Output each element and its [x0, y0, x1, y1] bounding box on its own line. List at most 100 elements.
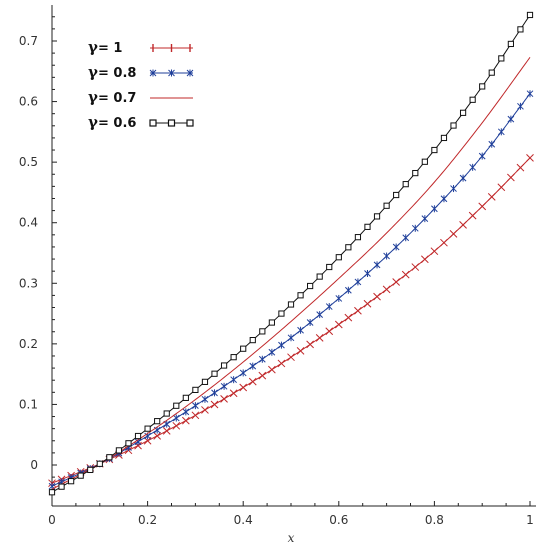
legend-item: γ = 0.8 — [88, 63, 194, 81]
data-point — [526, 90, 534, 98]
y-tick-label: 0.4 — [19, 216, 38, 230]
data-point — [345, 286, 352, 294]
y-tick-label: 0.2 — [19, 337, 38, 351]
data-point — [526, 11, 534, 19]
x-tick-label: 0.6 — [329, 513, 348, 527]
data-point — [220, 395, 228, 403]
data-point — [259, 328, 266, 335]
data-point — [316, 273, 323, 280]
data-point — [249, 362, 257, 370]
data-point — [326, 263, 333, 271]
data-point — [478, 152, 486, 160]
data-point — [431, 146, 438, 154]
legend-label: = 0.6 — [98, 116, 136, 131]
series-3 — [51, 57, 531, 490]
data-point — [411, 263, 420, 271]
data-point — [115, 447, 123, 454]
data-point — [168, 69, 175, 77]
data-point — [440, 238, 448, 247]
data-point — [201, 395, 209, 403]
data-point — [344, 313, 353, 322]
data-point — [258, 355, 266, 363]
data-point — [420, 255, 429, 264]
data-point — [488, 140, 496, 148]
series-line — [51, 157, 531, 484]
data-point — [335, 254, 342, 261]
data-point — [240, 345, 247, 352]
data-point — [154, 418, 161, 425]
data-point — [382, 285, 391, 294]
data-point — [468, 211, 477, 220]
data-point — [278, 310, 285, 317]
data-point — [230, 354, 237, 361]
data-point — [297, 292, 304, 299]
legend-label: = 1 — [98, 41, 122, 56]
data-point — [144, 425, 151, 432]
data-point — [229, 389, 238, 398]
data-point — [334, 320, 343, 329]
data-point — [478, 202, 487, 211]
data-point — [383, 202, 390, 209]
data-point — [516, 163, 525, 172]
data-point — [354, 306, 362, 315]
data-point — [373, 261, 381, 269]
legend-marker — [149, 119, 157, 127]
data-point — [383, 252, 390, 260]
y-axis-ticks: 0 0.1 0.2 0.3 0.4 0.5 0.6 0.7 — [19, 16, 57, 490]
y-tick-label: 0.3 — [19, 276, 38, 290]
data-point — [315, 333, 324, 342]
data-point — [325, 303, 333, 311]
data-point — [393, 191, 400, 199]
data-point — [211, 389, 218, 397]
data-point — [58, 483, 65, 490]
data-point — [191, 411, 200, 420]
data-point — [392, 243, 400, 251]
data-point — [181, 416, 190, 425]
legend-item: γ = 0.6 — [88, 113, 194, 131]
y-tick-label: 0.7 — [19, 34, 38, 48]
legend-marker — [186, 119, 194, 127]
data-point — [287, 301, 295, 308]
series-line — [51, 57, 531, 490]
data-point — [335, 294, 343, 302]
data-point — [125, 440, 132, 447]
data-point — [230, 376, 237, 384]
data-point — [268, 319, 275, 326]
data-point — [268, 348, 276, 356]
data-point — [392, 278, 401, 286]
data-point — [306, 340, 314, 349]
legend-marker — [167, 119, 176, 127]
y-tick-label: 0.5 — [19, 155, 38, 169]
x-axis-label: x — [288, 531, 295, 545]
data-point — [497, 183, 506, 192]
y-tick-label: 0.6 — [19, 95, 38, 109]
data-point — [163, 410, 170, 417]
data-point — [182, 394, 189, 401]
legend-symbol: γ — [88, 38, 98, 56]
data-point — [450, 185, 457, 193]
y-tick-label: 0.1 — [19, 397, 38, 411]
legend-item: γ = 1 — [88, 38, 193, 56]
data-point — [459, 109, 467, 116]
x-axis-ticks: 0 0.2 0.4 0.6 0.8 1 — [48, 501, 534, 527]
data-point — [421, 215, 429, 223]
data-point — [248, 377, 257, 386]
data-point — [402, 234, 410, 242]
data-point — [517, 102, 524, 110]
data-point — [402, 181, 409, 188]
data-point — [459, 221, 467, 229]
data-point — [345, 244, 352, 251]
data-point — [106, 454, 113, 461]
data-point — [440, 134, 448, 142]
legend-item: γ = 0.7 — [88, 88, 193, 106]
data-point — [354, 278, 362, 286]
series-4 — [48, 11, 534, 496]
series-line — [51, 14, 531, 493]
data-point — [297, 326, 304, 334]
x-tick-label: 0 — [48, 513, 56, 527]
data-point — [526, 154, 534, 162]
data-point — [153, 432, 162, 440]
data-point — [412, 169, 419, 177]
x-tick-label: 0.2 — [138, 513, 157, 527]
